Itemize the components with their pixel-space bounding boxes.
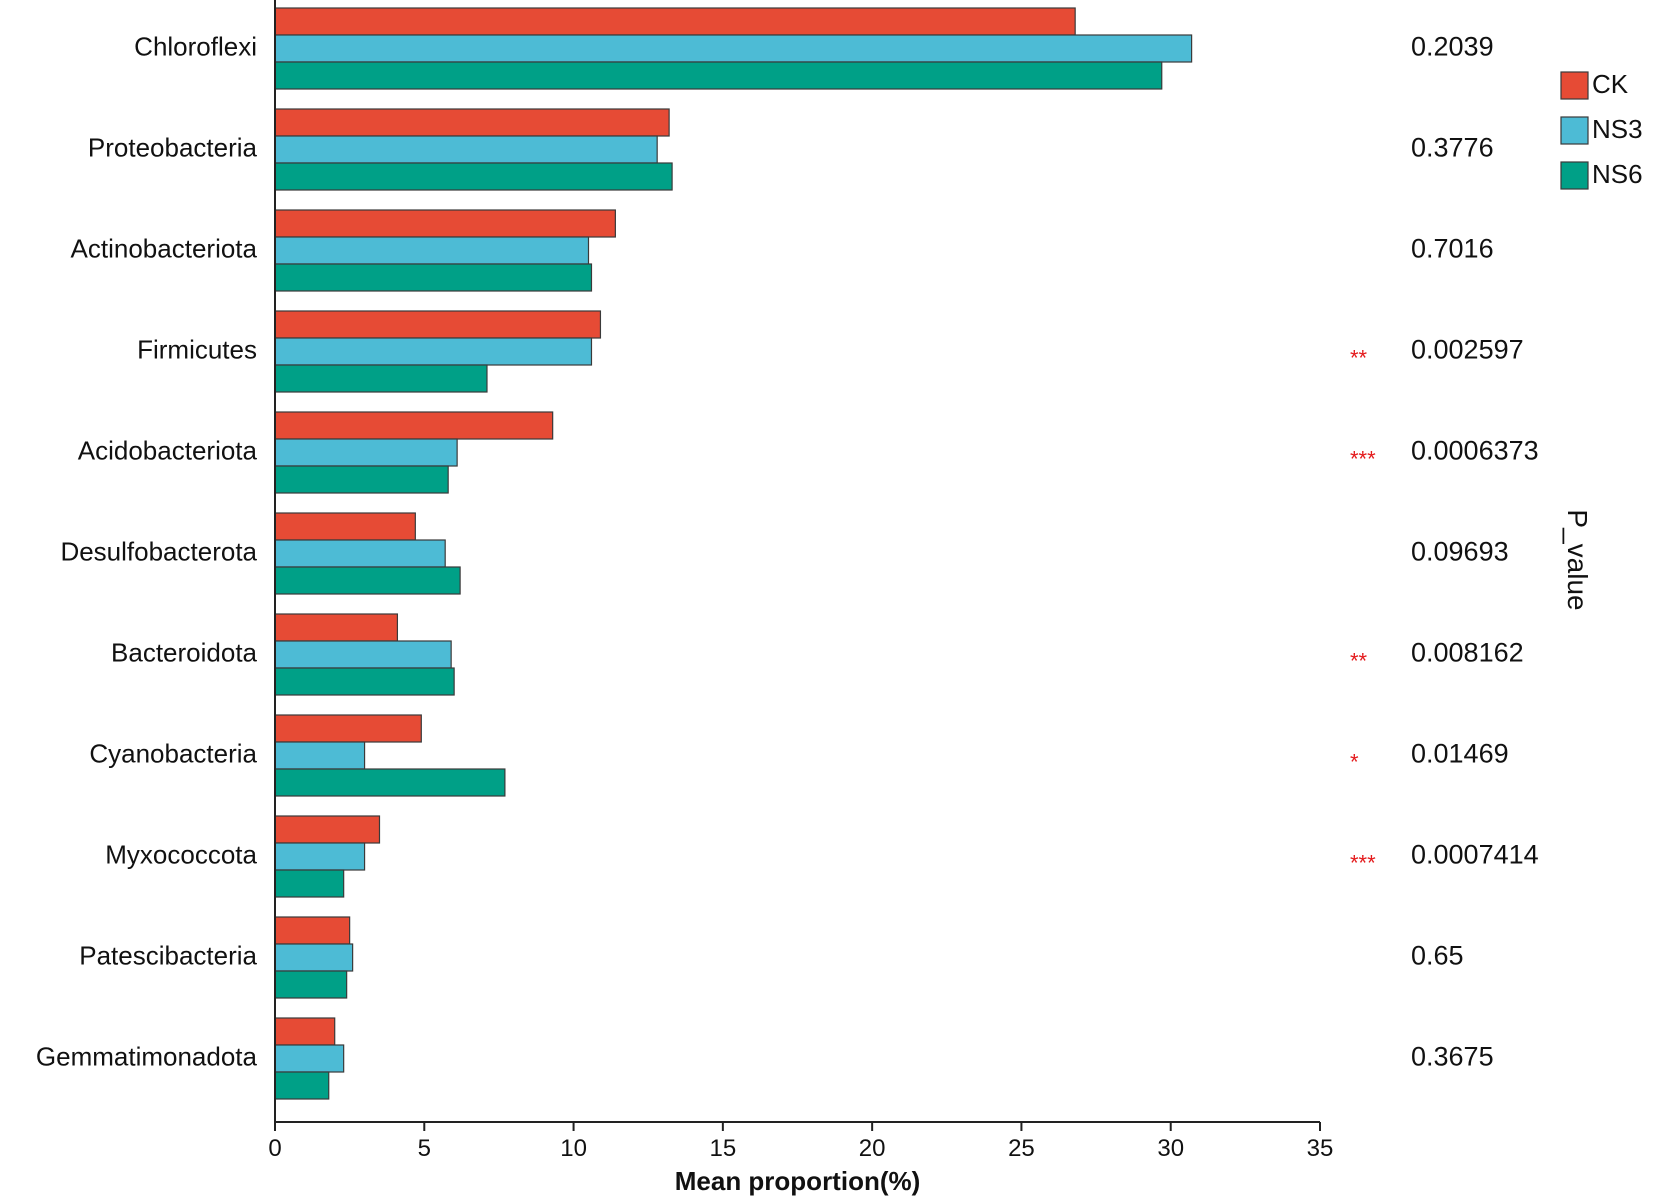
bars-layer [274, 7, 1193, 1100]
legend-label-ns6: NS6 [1592, 159, 1643, 189]
bar-ns6-desulfobacterota [274, 566, 461, 595]
bar-ns3-firmicutes [274, 337, 593, 366]
bar-ns3-desulfobacterota [274, 539, 446, 568]
bar-ns3-actinobacteriota [274, 236, 590, 265]
p-value-title: P_value [1562, 509, 1593, 610]
x-tick-label: 10 [560, 1135, 587, 1162]
bar-ns3-acidobacteriota [274, 438, 458, 467]
legend-swatch-ck [1560, 71, 1589, 100]
bar-ck-gemmatimonadota [274, 1017, 336, 1046]
bar-ns6-bacteroidota [274, 667, 455, 696]
bar-ns3-patescibacteria [274, 943, 354, 972]
category-label: Desulfobacterota [60, 536, 257, 566]
bar-ns6-gemmatimonadota [274, 1071, 330, 1100]
bar-ck-myxococcota [274, 815, 381, 844]
bar-ns3-bacteroidota [274, 640, 452, 669]
bar-ns6-patescibacteria [274, 970, 348, 999]
category-label: Myxococcota [105, 839, 257, 869]
p-value-label: 0.7016 [1411, 234, 1494, 264]
category-label: Acidobacteriota [78, 435, 258, 465]
p-value-label: 0.01469 [1411, 739, 1509, 769]
axes-layer: 0 5 10 15 20 25 30 35 Mean proportion(%) [268, 0, 1333, 1196]
bar-ns3-proteobacteria [274, 135, 658, 164]
significance-marker: *** [1350, 850, 1376, 875]
bar-ck-actinobacteriota [274, 209, 616, 238]
p-value-label: 0.002597 [1411, 335, 1524, 365]
legend-swatch-ns6 [1560, 161, 1589, 190]
category-label: Proteobacteria [88, 132, 258, 162]
bar-ns6-proteobacteria [274, 162, 673, 191]
x-tick-label: 35 [1307, 1135, 1334, 1162]
p-value-label: 0.2039 [1411, 32, 1494, 62]
bar-ns6-firmicutes [274, 364, 488, 393]
legend-label-ck: CK [1592, 69, 1629, 99]
category-label: Cyanobacteria [89, 738, 257, 768]
significance-marker: * [1350, 749, 1359, 774]
bar-ck-acidobacteriota [274, 411, 554, 440]
x-axis-title: Mean proportion(%) [675, 1166, 921, 1196]
p-value-label: 0.65 [1411, 941, 1464, 971]
bar-ck-patescibacteria [274, 916, 351, 945]
category-label: Bacteroidota [111, 637, 258, 667]
significance-marker: *** [1350, 446, 1376, 471]
bar-ns6-chloroflexi [274, 61, 1163, 90]
bar-ns3-gemmatimonadota [274, 1044, 345, 1073]
bar-ck-desulfobacterota [274, 512, 416, 541]
bar-ck-firmicutes [274, 310, 602, 339]
p-value-label: 0.0006373 [1411, 436, 1539, 466]
category-label: Chloroflexi [134, 31, 257, 61]
category-label: Patescibacteria [79, 940, 257, 970]
significance-marker: ** [1350, 345, 1368, 370]
legend: CK NS3 NS6 [1560, 69, 1643, 190]
x-tick-label: 30 [1157, 1135, 1184, 1162]
bar-ns3-myxococcota [274, 842, 366, 871]
bar-ns6-cyanobacteria [274, 768, 506, 797]
x-tick-label: 25 [1008, 1135, 1035, 1162]
bar-ck-cyanobacteria [274, 714, 422, 743]
p-value-label: 0.008162 [1411, 638, 1524, 668]
bar-ns6-actinobacteriota [274, 263, 593, 292]
significance-marker: ** [1350, 648, 1368, 673]
bar-ck-proteobacteria [274, 108, 670, 137]
bar-ns6-myxococcota [274, 869, 345, 898]
x-tick-label: 0 [268, 1135, 281, 1162]
labels-layer: Chloroflexi Proteobacteria Actinobacteriot… [36, 31, 258, 1071]
legend-label-ns3: NS3 [1592, 114, 1643, 144]
category-label: Actinobacteriota [71, 233, 258, 263]
x-tick-label: 15 [710, 1135, 737, 1162]
p-value-label: 0.09693 [1411, 537, 1509, 567]
bar-ck-chloroflexi [274, 7, 1076, 36]
p-value-label: 0.3675 [1411, 1042, 1494, 1072]
p-value-label: 0.3776 [1411, 133, 1494, 163]
bar-ns3-cyanobacteria [274, 741, 366, 770]
category-label: Gemmatimonadota [36, 1041, 258, 1071]
x-tick-label: 20 [859, 1135, 886, 1162]
category-label: Firmicutes [137, 334, 257, 364]
x-tick-label: 5 [418, 1135, 431, 1162]
p-value-label: 0.0007414 [1411, 840, 1539, 870]
bar-ns6-acidobacteriota [274, 465, 449, 494]
bar-ck-bacteroidota [274, 613, 399, 642]
legend-swatch-ns3 [1560, 116, 1589, 145]
bar-ns3-chloroflexi [274, 34, 1193, 63]
